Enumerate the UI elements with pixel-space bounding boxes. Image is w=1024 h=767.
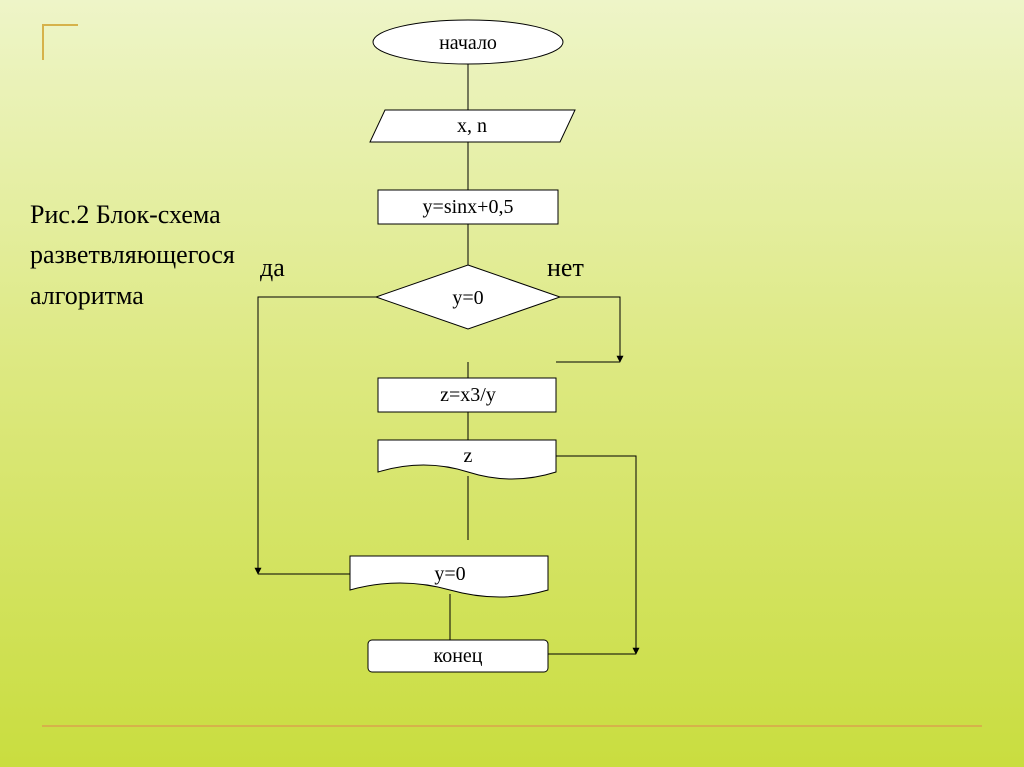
node-output-z-label: z xyxy=(464,445,473,467)
edge-no xyxy=(560,297,620,362)
flowchart: начало x, n y=sinx+0,5 y=0 z=x3/y z xyxy=(0,0,1024,767)
node-output-y-label: y=0 xyxy=(434,563,465,585)
edge-bypass-right xyxy=(556,456,636,654)
node-decision-label: y=0 xyxy=(452,287,483,309)
slide-background: Рис.2 Блок-схема разветвляющегося алгори… xyxy=(0,0,1024,767)
node-end-label: конец xyxy=(434,645,483,667)
node-calc-label: z=x3/y xyxy=(440,384,496,406)
node-input-label: x, n xyxy=(457,115,487,137)
edge-yes xyxy=(258,297,376,574)
node-assign-label: y=sinx+0,5 xyxy=(423,196,514,218)
node-start-label: начало xyxy=(439,32,497,54)
